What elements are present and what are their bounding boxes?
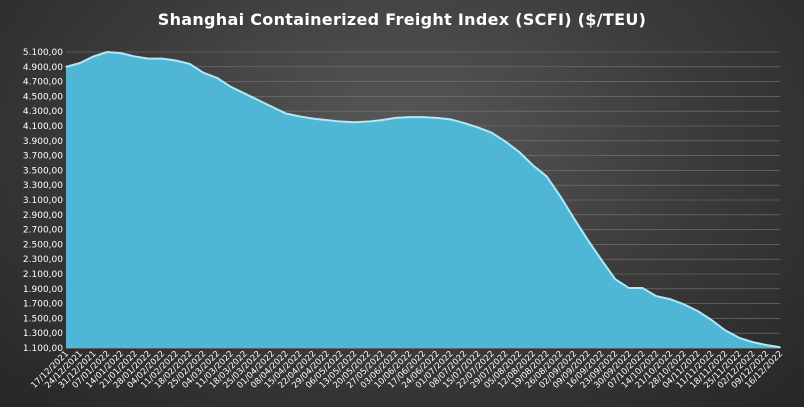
data-point [243,92,246,95]
data-point [312,117,314,120]
data-point [120,52,122,54]
data-point [738,336,740,339]
data-point [477,126,479,129]
data-point [339,120,342,123]
area-fill [66,52,780,348]
data-point [600,259,603,261]
data-point [175,59,177,62]
data-point [518,151,520,153]
data-point [655,295,658,298]
y-axis-ticks: 1.100,00 1.300,00 1.500,00 1.700,00 1.900,00… [23,48,63,354]
y-tick-label: 3.100,00 [23,196,63,206]
data-point [559,195,562,198]
y-tick-label: 3.500,00 [23,166,63,176]
area-series [65,51,781,349]
x-axis-ticks: 17/12/202124/12/202131/12/202107/01/2022… [29,349,785,391]
y-tick-label: 4.100,00 [23,122,63,132]
data-point [367,120,369,123]
data-point [628,287,630,289]
data-point [532,164,534,167]
data-point [573,217,575,220]
data-point [463,122,465,124]
data-point [284,112,287,115]
data-point [92,55,95,58]
data-point [326,119,328,121]
y-tick-label: 3.900,00 [23,137,63,147]
y-tick-label: 5.100,00 [23,48,63,58]
data-point [381,119,383,121]
data-point [271,105,273,108]
y-tick-label: 1.300,00 [23,329,63,339]
y-tick-label: 2.100,00 [23,270,63,280]
y-tick-label: 4.500,00 [23,92,63,102]
data-point [779,346,781,349]
data-point [435,117,438,119]
data-point [669,298,671,300]
data-point [161,57,163,60]
data-point [614,278,617,280]
y-tick-label: 1.700,00 [23,300,63,310]
chart-title: Shanghai Containerized Freight Index (SC… [157,10,647,29]
data-point [394,117,397,119]
data-point [696,310,699,312]
y-tick-label: 2.500,00 [23,240,63,250]
data-point [353,121,356,124]
y-tick-label: 1.100,00 [23,344,63,354]
data-point [586,239,589,241]
data-point [751,341,754,343]
data-point [422,116,424,118]
data-point [147,57,150,60]
data-point [683,303,685,306]
data-point [504,140,507,143]
y-tick-label: 2.300,00 [23,255,63,265]
y-tick-label: 1.900,00 [23,285,63,295]
data-point [765,344,768,346]
data-point [65,66,67,68]
y-tick-label: 4.700,00 [23,78,63,88]
y-tick-label: 4.900,00 [23,63,63,73]
data-point [408,116,411,118]
data-point [710,319,713,321]
y-tick-label: 3.700,00 [23,152,63,162]
data-point [490,131,493,134]
y-tick-label: 4.300,00 [23,107,63,117]
data-point [202,71,205,74]
data-point [78,62,81,64]
data-point [229,85,232,88]
data-point [641,287,644,289]
data-point [188,63,191,65]
data-point [449,118,452,121]
data-point [106,51,108,53]
data-point [216,77,218,79]
y-tick-label: 2.900,00 [23,211,63,221]
data-point [545,175,548,178]
y-tick-label: 2.700,00 [23,226,63,236]
data-point [257,99,260,101]
data-point [298,115,301,118]
data-point [724,329,726,332]
data-point [133,55,136,58]
y-tick-label: 1.500,00 [23,314,63,324]
y-tick-label: 3.300,00 [23,181,63,191]
